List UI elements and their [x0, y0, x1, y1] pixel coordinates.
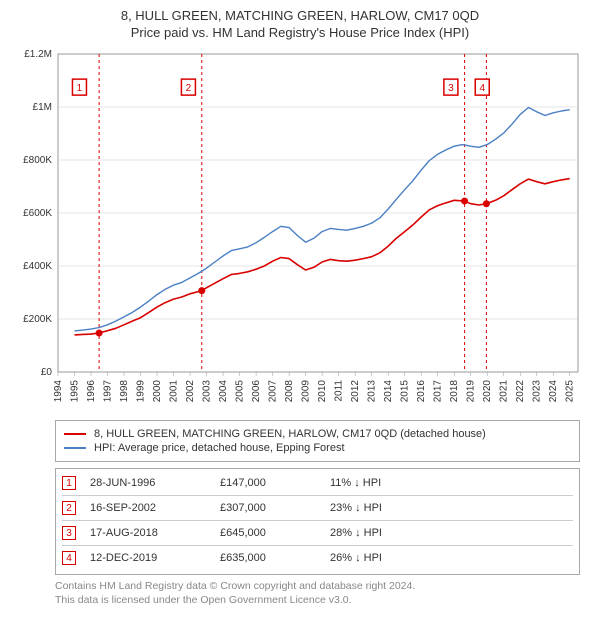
svg-text:2012: 2012 — [350, 380, 361, 403]
svg-text:2024: 2024 — [548, 380, 559, 403]
svg-text:2017: 2017 — [433, 380, 444, 403]
svg-text:£0: £0 — [41, 367, 53, 378]
legend-label: 8, HULL GREEN, MATCHING GREEN, HARLOW, C… — [94, 428, 486, 440]
transaction-date: 12-DEC-2019 — [90, 552, 220, 564]
svg-text:2007: 2007 — [268, 380, 279, 403]
chart-titles: 8, HULL GREEN, MATCHING GREEN, HARLOW, C… — [0, 0, 600, 44]
transaction-marker: 2 — [62, 501, 76, 515]
transaction-marker: 1 — [62, 476, 76, 490]
transaction-marker: 4 — [62, 551, 76, 565]
transaction-diff: 11% ↓ HPI — [330, 477, 440, 489]
svg-text:£800K: £800K — [23, 155, 52, 166]
transaction-price: £147,000 — [220, 477, 330, 489]
title-address: 8, HULL GREEN, MATCHING GREEN, HARLOW, C… — [10, 8, 590, 23]
transaction-price: £645,000 — [220, 527, 330, 539]
footer-line2: This data is licensed under the Open Gov… — [55, 593, 580, 607]
svg-text:2015: 2015 — [400, 380, 411, 403]
svg-text:1: 1 — [77, 83, 83, 94]
legend-swatch — [64, 433, 86, 435]
svg-text:2000: 2000 — [152, 380, 163, 403]
svg-text:1998: 1998 — [119, 380, 130, 403]
svg-text:1996: 1996 — [86, 380, 97, 403]
svg-text:2008: 2008 — [284, 380, 295, 403]
svg-text:2003: 2003 — [202, 380, 213, 403]
transaction-marker: 3 — [62, 526, 76, 540]
svg-text:2001: 2001 — [169, 380, 180, 403]
transaction-row: 4 12-DEC-2019£635,00026% ↓ HPI — [62, 548, 573, 568]
svg-text:2013: 2013 — [367, 380, 378, 403]
transaction-row: 3 17-AUG-2018£645,00028% ↓ HPI — [62, 523, 573, 543]
transaction-price: £307,000 — [220, 502, 330, 514]
legend-item: HPI: Average price, detached house, Eppi… — [64, 441, 571, 455]
chart-svg: £0 £200K £400K £600K £800K £1M £1.2M 1994 1995 19… — [10, 44, 590, 414]
svg-text:1997: 1997 — [103, 380, 114, 403]
svg-text:2019: 2019 — [466, 380, 477, 403]
footer-line1: Contains HM Land Registry data © Crown c… — [55, 579, 580, 593]
svg-text:3: 3 — [448, 83, 454, 94]
legend-box: 8, HULL GREEN, MATCHING GREEN, HARLOW, C… — [55, 420, 580, 462]
svg-text:2005: 2005 — [235, 380, 246, 403]
row-separator — [62, 495, 573, 496]
transaction-row: 1 28-JUN-1996£147,00011% ↓ HPI — [62, 473, 573, 493]
svg-text:1995: 1995 — [70, 380, 81, 403]
transaction-price: £635,000 — [220, 552, 330, 564]
row-separator — [62, 545, 573, 546]
svg-text:2004: 2004 — [218, 380, 229, 403]
transaction-row: 2 16-SEP-2002£307,00023% ↓ HPI — [62, 498, 573, 518]
svg-text:2011: 2011 — [334, 380, 345, 402]
svg-text:1999: 1999 — [136, 380, 147, 403]
transaction-date: 17-AUG-2018 — [90, 527, 220, 539]
svg-text:4: 4 — [479, 83, 485, 94]
svg-text:2016: 2016 — [416, 380, 427, 403]
transaction-date: 16-SEP-2002 — [90, 502, 220, 514]
legend-label: HPI: Average price, detached house, Eppi… — [94, 442, 345, 454]
transaction-date: 28-JUN-1996 — [90, 477, 220, 489]
svg-text:2010: 2010 — [317, 380, 328, 403]
svg-text:2023: 2023 — [532, 380, 543, 403]
transaction-diff: 23% ↓ HPI — [330, 502, 440, 514]
price-chart: £0 £200K £400K £600K £800K £1M £1.2M 1994 1995 19… — [10, 44, 590, 414]
svg-text:£200K: £200K — [23, 314, 52, 325]
transaction-diff: 28% ↓ HPI — [330, 527, 440, 539]
svg-text:2006: 2006 — [251, 380, 262, 403]
svg-text:£600K: £600K — [23, 208, 52, 219]
svg-text:2021: 2021 — [499, 380, 510, 403]
svg-text:£1.2M: £1.2M — [24, 49, 52, 60]
svg-text:2018: 2018 — [449, 380, 460, 403]
svg-text:£1M: £1M — [33, 102, 52, 113]
svg-text:2014: 2014 — [383, 380, 394, 403]
svg-text:£400K: £400K — [23, 261, 52, 272]
svg-text:1994: 1994 — [53, 380, 64, 403]
svg-text:2025: 2025 — [565, 380, 576, 403]
transactions-table: 1 28-JUN-1996£147,00011% ↓ HPI 2 16-SEP-200… — [55, 468, 580, 575]
legend-item: 8, HULL GREEN, MATCHING GREEN, HARLOW, C… — [64, 427, 571, 441]
title-subtitle: Price paid vs. HM Land Registry's House … — [10, 25, 590, 40]
legend-swatch — [64, 447, 86, 449]
footer-attribution: Contains HM Land Registry data © Crown c… — [55, 579, 580, 607]
transaction-diff: 26% ↓ HPI — [330, 552, 440, 564]
svg-text:2002: 2002 — [185, 380, 196, 403]
svg-text:2020: 2020 — [482, 380, 493, 403]
row-separator — [62, 520, 573, 521]
svg-text:2022: 2022 — [515, 380, 526, 403]
svg-text:2009: 2009 — [301, 380, 312, 403]
svg-text:2: 2 — [186, 83, 192, 94]
